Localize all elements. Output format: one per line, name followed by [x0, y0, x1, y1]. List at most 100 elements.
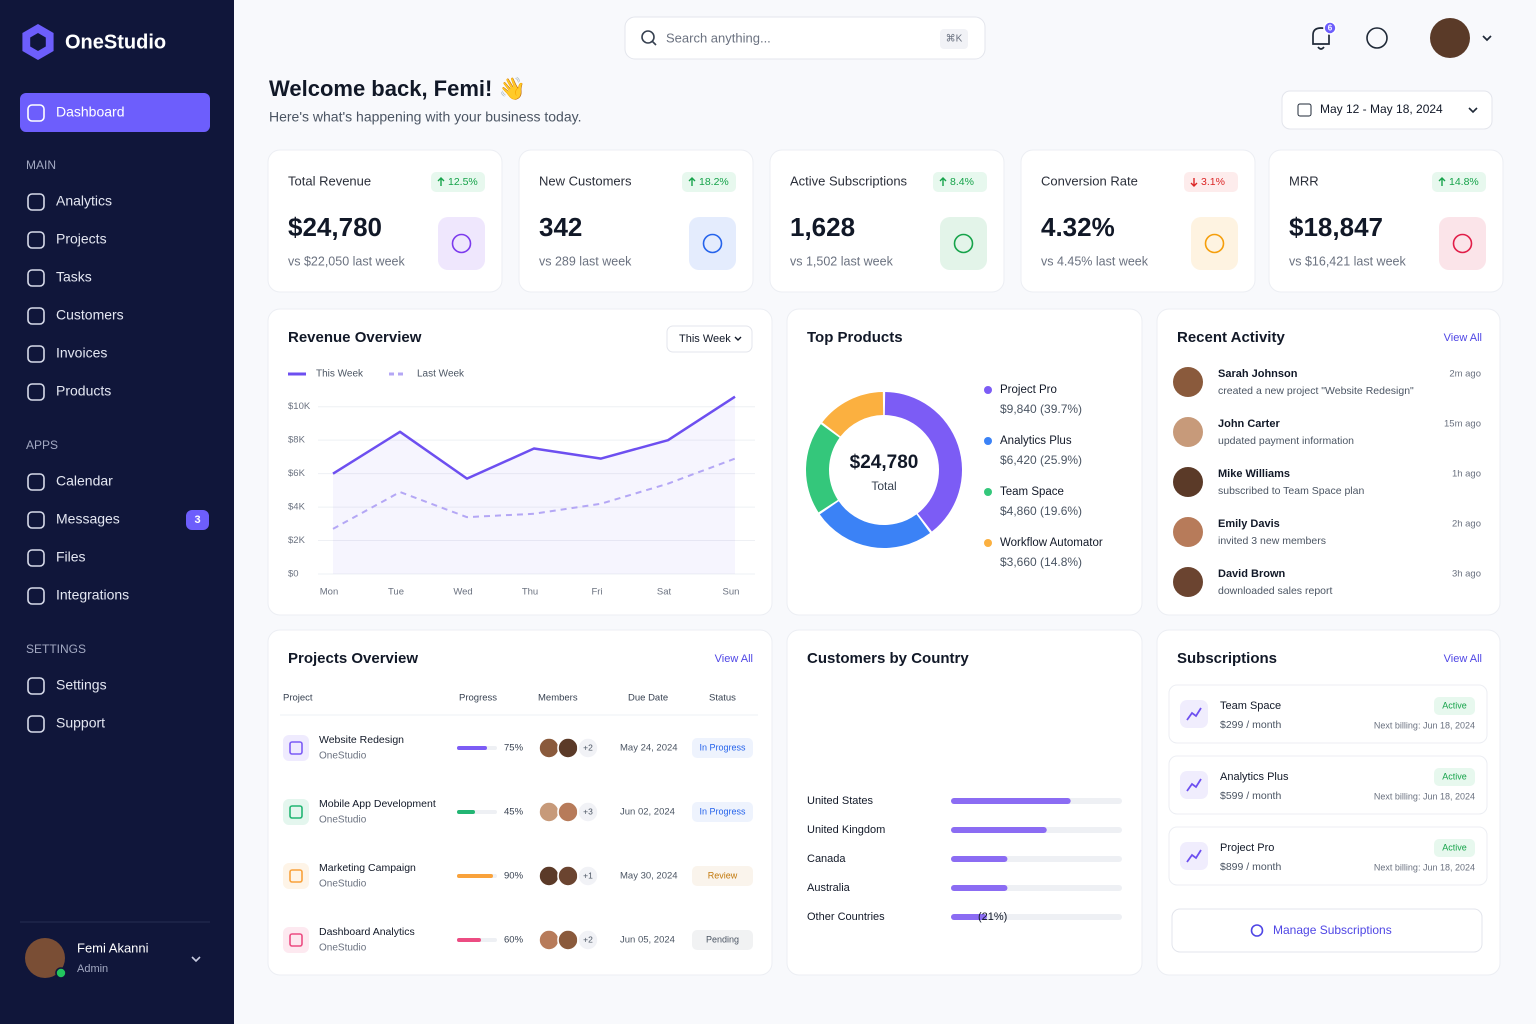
status-label: Active: [1442, 700, 1467, 710]
view-all-link[interactable]: View All: [715, 653, 753, 665]
due-date: Jun 02, 2024: [620, 807, 675, 818]
kpi-value: 1,628: [790, 212, 855, 242]
nav-item[interactable]: Files: [56, 549, 86, 565]
activity-avatar: [1173, 467, 1203, 497]
nav-icon: [27, 511, 45, 529]
project-name[interactable]: Marketing Campaign: [319, 862, 416, 874]
subscription-item[interactable]: [1168, 755, 1488, 815]
donut-total: $24,780: [850, 452, 919, 473]
shortcut-key: ⌘K: [946, 34, 963, 45]
notification-count: 6: [1328, 24, 1333, 33]
nav-item[interactable]: Integrations: [56, 587, 129, 603]
column-header: Due Date: [628, 693, 668, 704]
trend-arrow: [939, 177, 947, 186]
kpi-icon-box: [1191, 217, 1238, 270]
nav-icon: [27, 677, 45, 695]
nav-item[interactable]: Projects: [56, 231, 107, 247]
kpi-comparison: vs $22,050 last week: [288, 254, 405, 268]
subscription-icon: [1186, 849, 1202, 863]
manage-button[interactable]: [1171, 908, 1483, 953]
nav-item[interactable]: Invoices: [56, 345, 107, 361]
legend-label: Team Space: [1000, 486, 1064, 498]
nav-item[interactable]: Messages: [56, 511, 120, 527]
period-dropdown[interactable]: [666, 325, 753, 353]
manage-button-label[interactable]: Manage Subscriptions: [1273, 923, 1392, 937]
nav-item[interactable]: Calendar: [56, 473, 113, 489]
kpi-label: MRR: [1289, 173, 1319, 188]
profile-avatar: [1430, 18, 1470, 58]
project-name[interactable]: Dashboard Analytics: [319, 926, 415, 938]
user-avatar: [25, 938, 65, 978]
chevron: [734, 336, 742, 341]
change-value: 18.2%: [699, 176, 729, 188]
kpi-value: 4.32%: [1041, 212, 1115, 242]
view-all-link[interactable]: View All: [1444, 653, 1482, 665]
subscription-item[interactable]: [1168, 826, 1488, 886]
date-range[interactable]: May 12 - May 18, 2024: [1320, 102, 1443, 116]
value-label: $9,840 (39.7%): [1000, 402, 1082, 416]
country-label: United Kingdom: [807, 824, 885, 836]
search-box[interactable]: [624, 16, 986, 60]
activity-time: 2h ago: [1452, 519, 1481, 530]
x-tick-label: Thu: [522, 587, 538, 598]
member-extra-count: +1: [583, 870, 593, 880]
subscription-icon: [1186, 778, 1202, 792]
due-date: May 30, 2024: [620, 871, 678, 882]
shortcut-pill: [940, 29, 968, 49]
status-pill: [692, 866, 753, 886]
gear-icon: [1250, 924, 1264, 937]
subtitle: Here's what's happening with your busine…: [269, 109, 581, 125]
period-label[interactable]: This Week: [679, 333, 731, 345]
nav-item[interactable]: Tasks: [56, 269, 92, 285]
help-icon: [1366, 27, 1388, 49]
nav-item[interactable]: Products: [56, 383, 111, 399]
legend-label: Workflow Automator: [1000, 537, 1103, 549]
subscription-name: Team Space: [1220, 700, 1281, 712]
project-name[interactable]: Website Redesign: [319, 734, 404, 746]
change-pill: [682, 172, 736, 192]
activity-time: 15m ago: [1444, 419, 1481, 430]
status-label: Active: [1442, 842, 1467, 852]
x-tick-label: Fri: [591, 587, 602, 598]
project-org: OneStudio: [319, 879, 367, 890]
trend-arrow: [437, 177, 445, 186]
nav-item[interactable]: Customers: [56, 307, 124, 323]
legend-dot: [984, 386, 992, 394]
billing-date: Next billing: Jun 18, 2024: [1374, 862, 1475, 872]
bar: [951, 827, 1047, 833]
chevron[interactable]: [191, 956, 201, 963]
activity-action: subscribed to Team Space plan: [1218, 485, 1364, 497]
area: [333, 396, 735, 574]
status-pill: [692, 930, 753, 950]
kpi-icon: [953, 233, 974, 254]
date-picker[interactable]: [1281, 90, 1493, 130]
due-date: May 24, 2024: [620, 743, 678, 754]
nav-item[interactable]: Analytics: [56, 193, 112, 209]
chevron[interactable]: [1482, 35, 1492, 42]
billing-date: Next billing: Jun 18, 2024: [1374, 720, 1475, 730]
column-header: Project: [283, 693, 313, 704]
y-tick-label: $2K: [288, 535, 306, 546]
activity-time: 3h ago: [1452, 569, 1481, 580]
progress-label: 90%: [504, 871, 524, 882]
view-all-link[interactable]: View All: [1444, 332, 1482, 344]
column-header: Progress: [459, 693, 497, 704]
status-pill: [692, 738, 753, 758]
nav-icon: [27, 104, 45, 122]
subscription-icon: [1186, 707, 1202, 721]
y-tick-label: $6K: [288, 468, 306, 479]
kpi-comparison: vs $16,421 last week: [1289, 254, 1406, 268]
subscription-name: Analytics Plus: [1220, 771, 1289, 783]
subscription-item[interactable]: [1168, 684, 1488, 744]
nav-item[interactable]: Settings: [56, 677, 107, 693]
nav-label[interactable]: Dashboard: [56, 104, 125, 120]
y-tick-label: $8K: [288, 435, 306, 446]
activity-name: Sarah Johnson: [1218, 368, 1298, 380]
progress-label: 60%: [504, 935, 524, 946]
change-pill: [1184, 172, 1238, 192]
project-name[interactable]: Mobile App Development: [319, 798, 436, 810]
subscription-price: $899 / month: [1220, 861, 1281, 873]
nav-item[interactable]: Support: [56, 715, 105, 731]
nav-item-active[interactable]: [20, 93, 210, 132]
search-placeholder[interactable]: Search anything...: [666, 30, 771, 45]
